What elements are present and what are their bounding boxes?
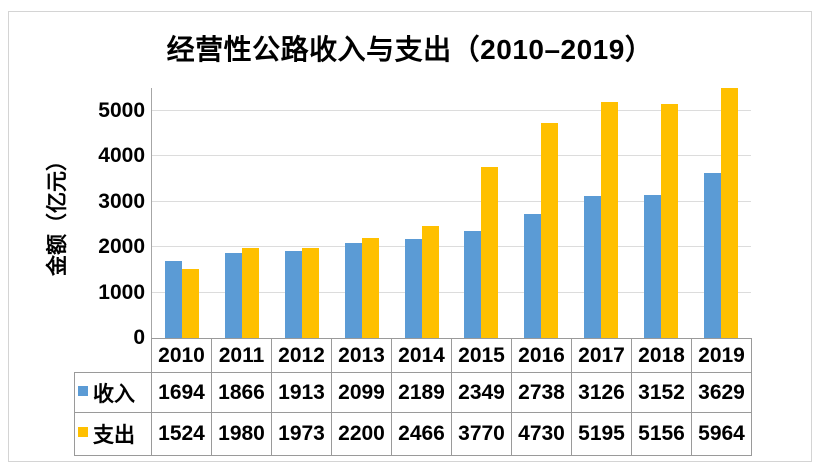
y-tick-label-3000: 3000 [98,189,145,213]
year-cell-2012: 2012 [271,338,332,373]
income-bar-2019 [704,173,722,338]
table-row: 收入 1694 1866 1913 2099 2189 2349 2738 3126 3152 36… [74,372,752,413]
gridline-2000 [152,246,751,248]
income-bar-2016 [524,213,542,338]
income-bar-2011 [224,253,242,338]
value-cell-income-2015: 2349 [451,372,512,413]
expense-bar-2011 [241,248,259,338]
year-cell-2016: 2016 [511,338,572,373]
year-cell-2010: 2010 [151,338,212,373]
bar-group-2019 [691,88,751,338]
y-tick-label-4000: 4000 [98,144,145,168]
bar-group-2014 [392,88,452,338]
income-bar-2018 [644,194,662,338]
bar-group-2013 [332,88,392,338]
income-bar-2010 [164,261,182,338]
value-cell-expense-2016: 4730 [511,412,572,456]
year-cell-2019: 2019 [691,338,752,373]
gridline-3000 [152,200,751,202]
value-cell-expense-2017: 5195 [571,412,632,456]
bar-group-2015 [452,88,512,338]
expense-bar-2015 [481,166,499,338]
year-cell-2017: 2017 [571,338,632,373]
year-cell-2014: 2014 [391,338,452,373]
value-cell-expense-2012: 1973 [271,412,332,456]
value-cell-income-2013: 2099 [331,372,392,413]
year-cell-2018: 2018 [631,338,692,373]
value-cell-expense-2010: 1524 [151,412,212,456]
table-corner-spacer [75,339,152,373]
value-cell-expense-2014: 2466 [391,412,452,456]
series-label: 支出 [93,424,135,447]
value-cell-expense-2019: 5964 [691,412,752,456]
value-cell-income-2019: 3629 [691,372,752,413]
value-cell-income-2017: 3126 [571,372,632,413]
y-tick-label-2000: 2000 [98,235,145,259]
bar-group-2012 [272,88,332,338]
chart-title: 经营性公路收入与支出（2010–2019） [166,34,654,65]
bar-group-2016 [511,88,571,338]
bar-group-2010 [152,88,212,338]
value-cell-income-2011: 1866 [211,372,272,413]
value-cell-expense-2015: 3770 [451,412,512,456]
expense-bar-2018 [661,103,679,338]
legend-swatch-icon [78,385,88,396]
value-cell-income-2012: 1913 [271,372,332,413]
income-bar-2017 [584,195,602,338]
legend-swatch-icon [78,427,88,437]
chart-frame: 经营性公路收入与支出（2010–2019） 金额（亿元） 0 1000 2000 30… [8,11,812,462]
table-row: 支出 1524 1980 1973 2200 2466 3770 4730 5195 5156 59… [74,412,752,456]
series-label: 收入 [93,382,135,406]
gridline-5000 [152,109,751,111]
expense-bar-2019 [721,88,739,338]
year-cell-2013: 2013 [331,338,392,373]
gridline-4000 [152,155,751,157]
expense-bar-2016 [541,123,559,338]
expense-bar-2010 [181,268,199,338]
expense-bar-2012 [301,248,319,338]
income-bar-2013 [344,242,362,338]
bar-series-container [152,88,751,338]
value-cell-expense-2011: 1980 [211,412,272,456]
data-table: 2010 2011 2012 2013 2014 2015 2016 2017 2018 2019… [74,338,752,456]
value-cell-income-2014: 2189 [391,372,452,413]
income-bar-2012 [284,251,302,338]
legend-cell-income: 收入 [74,372,152,413]
bar-group-2017 [571,88,631,338]
value-cell-income-2016: 2738 [511,372,572,413]
year-cell-2015: 2015 [451,338,512,373]
y-tick-label-1000: 1000 [98,280,145,304]
expense-bar-2014 [421,225,439,338]
value-cell-income-2010: 1694 [151,372,212,413]
y-tick-label-0: 0 [133,326,145,349]
value-cell-income-2018: 3152 [631,372,692,413]
value-cell-expense-2018: 5156 [631,412,692,456]
income-bar-2014 [404,238,422,338]
plot-area [151,88,751,338]
expense-bar-2017 [601,101,619,338]
year-cell-2011: 2011 [211,338,272,373]
value-cell-expense-2013: 2200 [331,412,392,456]
bar-group-2018 [631,88,691,338]
y-tick-label-5000: 5000 [98,98,145,122]
legend-cell-expense: 支出 [74,412,152,456]
bar-group-2011 [212,88,272,338]
gridline-1000 [152,291,751,293]
expense-bar-2013 [361,238,379,338]
income-bar-2015 [464,231,482,338]
